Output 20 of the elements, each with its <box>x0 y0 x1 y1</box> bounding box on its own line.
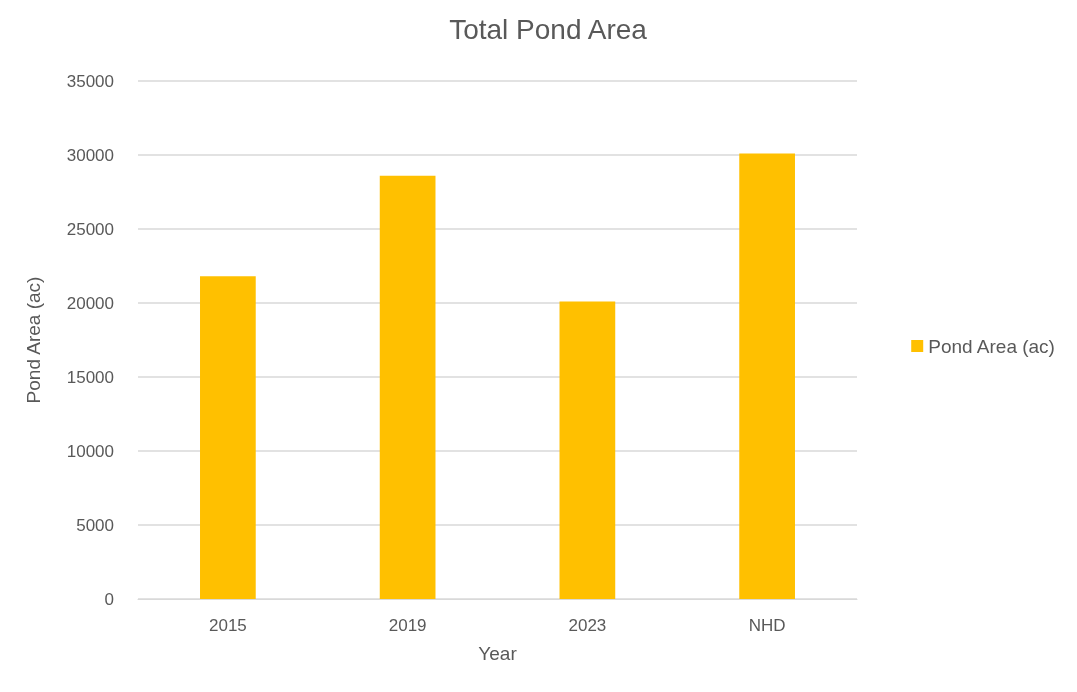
bar <box>379 175 436 599</box>
y-tick-label: 20000 <box>66 293 114 313</box>
y-tick-label: 0 <box>104 589 114 609</box>
x-axis-title: Year <box>478 643 518 664</box>
y-tick-label: 15000 <box>66 367 114 387</box>
chart-title: Total Pond Area <box>449 13 648 45</box>
x-tick-label: 2019 <box>388 616 427 635</box>
legend-label: Pond Area (ac) <box>928 335 1055 357</box>
y-axis-title: Pond Area (ac) <box>23 276 44 404</box>
y-tick-label: 10000 <box>66 441 114 461</box>
y-tick-label: 5000 <box>76 515 114 535</box>
y-tick-label: 25000 <box>66 219 114 239</box>
y-tick-label: 30000 <box>66 145 114 165</box>
x-tick-label: NHD <box>748 616 786 635</box>
bar <box>739 153 795 599</box>
x-tick-label: 2015 <box>208 616 247 635</box>
y-tick-label: 35000 <box>66 71 114 91</box>
x-tick-label: 2023 <box>568 616 607 635</box>
bar <box>559 301 616 599</box>
bar <box>200 276 256 599</box>
